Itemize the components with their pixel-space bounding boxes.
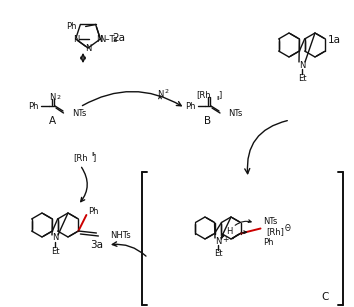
Text: B: B — [205, 116, 212, 126]
Text: Et: Et — [51, 247, 59, 255]
Text: N: N — [85, 44, 91, 52]
Text: NTs: NTs — [263, 216, 278, 226]
Text: N: N — [299, 60, 305, 69]
Text: Et: Et — [298, 73, 306, 83]
Text: 3a: 3a — [90, 240, 103, 250]
Text: II: II — [216, 95, 220, 100]
Text: [Rh]: [Rh] — [267, 227, 284, 236]
Text: C: C — [322, 292, 329, 302]
Text: +: + — [222, 235, 228, 243]
Text: 2: 2 — [56, 95, 60, 99]
Text: N: N — [73, 34, 80, 44]
Text: H: H — [226, 227, 232, 235]
Text: 2a: 2a — [112, 33, 125, 43]
Text: Ph: Ph — [263, 238, 274, 247]
Text: N–Ts: N–Ts — [99, 34, 117, 44]
Text: NTs: NTs — [228, 108, 242, 118]
Text: N: N — [49, 92, 55, 102]
Text: N: N — [96, 34, 103, 44]
Text: Ph: Ph — [88, 207, 99, 216]
Text: [Rh: [Rh — [73, 154, 88, 162]
Text: N: N — [52, 234, 58, 243]
Text: 2: 2 — [164, 88, 168, 94]
Text: N: N — [215, 236, 221, 246]
Text: Ph: Ph — [66, 22, 77, 31]
Text: II: II — [91, 151, 95, 157]
Text: Et: Et — [214, 250, 222, 258]
Text: A: A — [48, 116, 56, 126]
Text: [Rh: [Rh — [196, 91, 211, 99]
Text: Ph: Ph — [185, 102, 196, 111]
Text: Ph: Ph — [29, 102, 39, 111]
Text: NHTs: NHTs — [110, 231, 131, 240]
Text: ]: ] — [218, 91, 221, 99]
Text: Θ: Θ — [285, 224, 290, 233]
Text: ]: ] — [92, 154, 95, 162]
Text: 1a: 1a — [328, 35, 341, 45]
Text: N: N — [157, 90, 163, 99]
Text: NTs: NTs — [72, 108, 86, 118]
